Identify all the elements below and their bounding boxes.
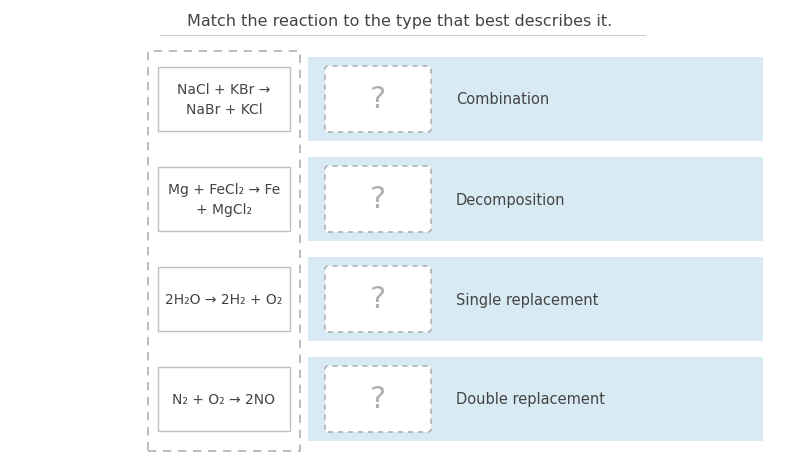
Text: Mg + FeCl₂ → Fe
+ MgCl₂: Mg + FeCl₂ → Fe + MgCl₂ xyxy=(168,183,280,216)
Bar xyxy=(308,357,763,441)
Bar xyxy=(158,268,290,332)
Text: Combination: Combination xyxy=(456,92,550,107)
Bar xyxy=(148,52,300,451)
Bar xyxy=(158,367,290,431)
FancyBboxPatch shape xyxy=(325,266,431,332)
Text: Single replacement: Single replacement xyxy=(456,292,598,307)
Bar xyxy=(308,158,763,242)
Text: ?: ? xyxy=(370,385,386,413)
Text: ?: ? xyxy=(370,285,386,314)
Text: N₂ + O₂ → 2NO: N₂ + O₂ → 2NO xyxy=(173,392,275,406)
Text: ?: ? xyxy=(370,185,386,214)
Bar xyxy=(158,68,290,131)
FancyBboxPatch shape xyxy=(325,167,431,232)
Text: Match the reaction to the type that best describes it.: Match the reaction to the type that best… xyxy=(187,14,613,29)
Text: NaCl + KBr →
NaBr + KCl: NaCl + KBr → NaBr + KCl xyxy=(178,83,270,117)
FancyBboxPatch shape xyxy=(325,366,431,432)
Text: ?: ? xyxy=(370,85,386,114)
Text: Decomposition: Decomposition xyxy=(456,192,566,207)
Text: 2H₂O → 2H₂ + O₂: 2H₂O → 2H₂ + O₂ xyxy=(166,292,282,307)
Bar xyxy=(308,257,763,341)
FancyBboxPatch shape xyxy=(325,67,431,133)
Bar xyxy=(308,58,763,142)
Bar xyxy=(158,168,290,232)
Text: Double replacement: Double replacement xyxy=(456,392,605,407)
